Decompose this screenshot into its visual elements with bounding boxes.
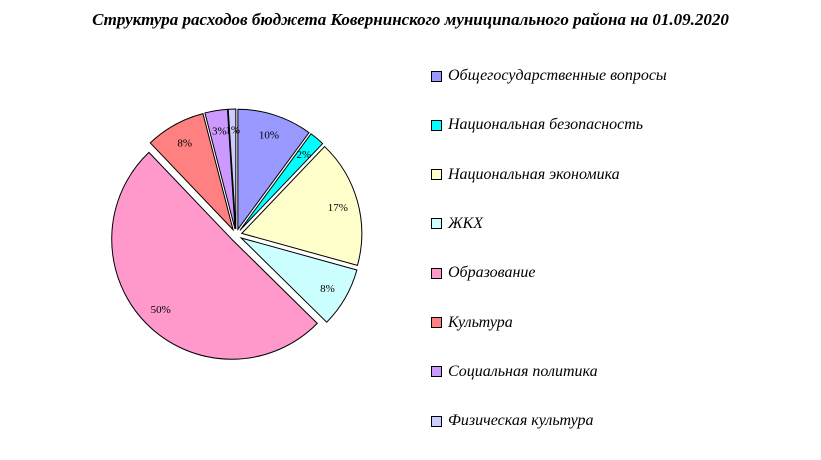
legend-item: Общегосударственные вопросы [431, 66, 667, 86]
pie-slice [239, 237, 358, 323]
legend-item: Физическая культура [431, 411, 594, 431]
data-label: 3% [212, 126, 227, 138]
legend-swatch [431, 317, 442, 328]
legend-item: Национальная экономика [431, 165, 620, 185]
data-label: 17% [328, 202, 348, 214]
legend-swatch [431, 218, 442, 230]
legend-item: ЖКХ [431, 214, 483, 234]
pie-slice [111, 151, 318, 360]
data-label: 10% [259, 130, 279, 142]
data-label: 50% [151, 304, 171, 316]
pie-slice [227, 108, 237, 230]
legend-swatch [431, 366, 442, 378]
data-label: 1% [225, 124, 240, 136]
legend-label: Общегосударственные вопросы [448, 67, 667, 84]
legend-label: Национальная экономика [448, 165, 620, 183]
legend-label: Культура [448, 313, 513, 331]
legend-item: Культура [431, 313, 513, 333]
legend-label: Социальная политика [448, 362, 598, 380]
legend-label: Физическая культура [448, 412, 594, 430]
pie-slice [237, 108, 310, 231]
legend-swatch [431, 267, 442, 279]
chart-title: Структура расходов бюджета Ковернинского… [92, 10, 729, 29]
legend-item: Образование [431, 263, 536, 283]
legend-swatch [431, 169, 442, 181]
legend-label: Образование [448, 264, 536, 282]
data-label: 8% [177, 138, 192, 150]
pie-slice [204, 108, 236, 230]
pie-slice [149, 112, 235, 232]
legend-item: Национальная безопасность [431, 115, 643, 135]
pie-slice [239, 133, 324, 231]
legend-swatch [431, 119, 442, 131]
legend-label: Национальная безопасность [448, 116, 644, 134]
legend-swatch [431, 70, 442, 82]
pie-slice [240, 145, 363, 266]
legend-label: ЖКХ [448, 214, 484, 232]
data-label: 8% [320, 283, 335, 295]
legend-item: Социальная политика [431, 362, 598, 382]
legend-swatch [431, 415, 442, 427]
data-label: 2% [297, 149, 312, 161]
